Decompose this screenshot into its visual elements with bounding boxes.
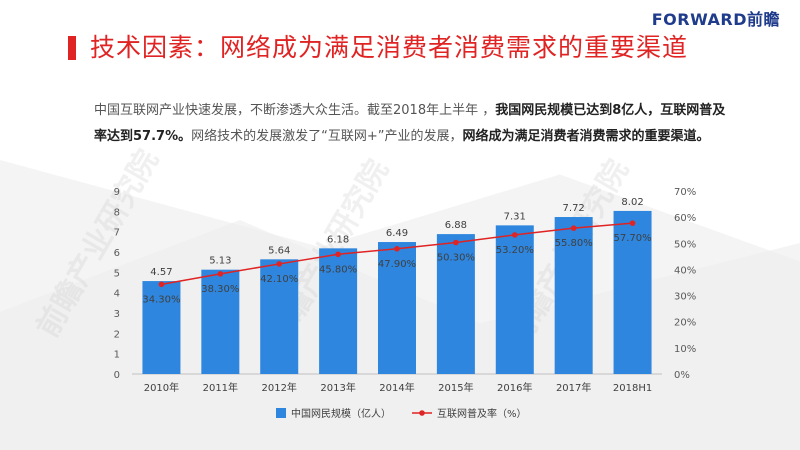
legend-label: 中国网民规模（亿人） — [291, 407, 391, 420]
bar-value-label: 8.02 — [621, 197, 643, 208]
line-value-label: 34.30% — [142, 294, 180, 305]
bar — [201, 269, 240, 374]
intro-text-2: 网络技术的发展激发了“互联网+”产业的发展， — [191, 129, 463, 144]
line-point — [511, 232, 518, 238]
y-left-tick-label: 6 — [114, 248, 120, 259]
line-value-label: 42.10% — [260, 274, 298, 285]
x-tick-label: 2013年 — [320, 381, 355, 394]
y-right-tick-label: 30% — [674, 292, 696, 303]
bar — [436, 234, 475, 374]
x-tick-label: 2015年 — [438, 381, 473, 394]
legend-label: 互联网普及率（%） — [437, 407, 527, 420]
bar-value-label: 4.57 — [150, 267, 172, 278]
title-accent-bar — [68, 36, 76, 60]
y-left-tick-label: 4 — [114, 289, 120, 300]
legend-swatch-bar — [276, 408, 286, 418]
x-tick-label: 2010年 — [144, 381, 179, 394]
line-value-label: 38.30% — [201, 284, 239, 295]
y-right-tick-label: 10% — [674, 344, 696, 355]
y-right-tick-label: 20% — [674, 318, 696, 329]
y-left-tick-label: 2 — [114, 329, 120, 340]
y-left-tick-label: 3 — [114, 309, 120, 320]
y-left-tick-label: 1 — [114, 350, 120, 361]
bar — [378, 242, 416, 374]
bar-value-label: 7.31 — [504, 211, 526, 222]
bar — [554, 217, 593, 374]
y-left-tick-label: 0 — [114, 370, 120, 381]
line-point — [629, 220, 636, 226]
x-tick-label: 2011年 — [203, 381, 238, 394]
x-tick-label: 2012年 — [261, 381, 296, 394]
y-right-tick-label: 70% — [674, 187, 696, 198]
y-right-tick-label: 40% — [674, 265, 696, 276]
y-left-tick-label: 9 — [114, 187, 120, 198]
bar-value-label: 7.72 — [563, 203, 585, 214]
x-tick-label: 2018H1 — [613, 383, 652, 394]
line-point — [217, 271, 224, 277]
y-right-tick-label: 50% — [674, 239, 696, 250]
bar — [260, 259, 299, 374]
y-left-tick-label: 5 — [114, 268, 120, 279]
bar-value-label: 5.13 — [209, 256, 231, 267]
bar — [319, 248, 358, 374]
bar-value-label: 6.88 — [445, 220, 467, 231]
brand-logo: FORWARD前瞻 — [651, 10, 780, 29]
line-value-label: 57.70% — [613, 233, 651, 244]
y-right-tick-label: 0% — [674, 370, 690, 381]
intro-paragraph: 中国互联网产业快速发展，不断渗透大众生活。截至2018年上半年 ，我国网民规模已… — [94, 98, 734, 150]
bar-value-label: 5.64 — [268, 245, 290, 256]
y-right-tick-label: 60% — [674, 213, 696, 224]
x-tick-label: 2016年 — [497, 381, 532, 394]
line-value-label: 55.80% — [555, 238, 593, 249]
bar — [495, 225, 534, 374]
intro-text: 中国互联网产业快速发展，不断渗透大众生活。截至2018年上半年 ， — [94, 103, 496, 118]
x-tick-label: 2017年 — [556, 381, 591, 394]
bar — [613, 210, 652, 374]
page-title: 技术因素：网络成为满足消费者消费需求的重要渠道 — [90, 33, 689, 62]
line-point — [276, 261, 283, 267]
y-left-tick-label: 7 — [114, 228, 120, 239]
bar — [142, 281, 181, 374]
bar-value-label: 6.18 — [327, 234, 349, 245]
bar-value-label: 6.49 — [386, 228, 408, 239]
line-value-label: 50.30% — [437, 253, 475, 264]
line-point — [453, 239, 459, 246]
x-tick-label: 2014年 — [379, 381, 414, 394]
line-point — [158, 281, 165, 288]
line-point — [394, 245, 400, 252]
intro-highlight: 我国网民规模已达到8亿人，互联网普及率达到57.7%。 — [94, 103, 726, 144]
y-left-tick-label: 8 — [114, 207, 120, 218]
line-point — [335, 251, 341, 258]
line-value-label: 53.20% — [496, 245, 534, 256]
legend-swatch-marker — [419, 410, 425, 416]
line-value-label: 45.80% — [319, 264, 357, 275]
line-value-label: 47.90% — [378, 259, 416, 270]
intro-highlight-2: 网络成为满足消费者消费需求的重要渠道。 — [462, 129, 710, 144]
line-point — [570, 225, 577, 231]
